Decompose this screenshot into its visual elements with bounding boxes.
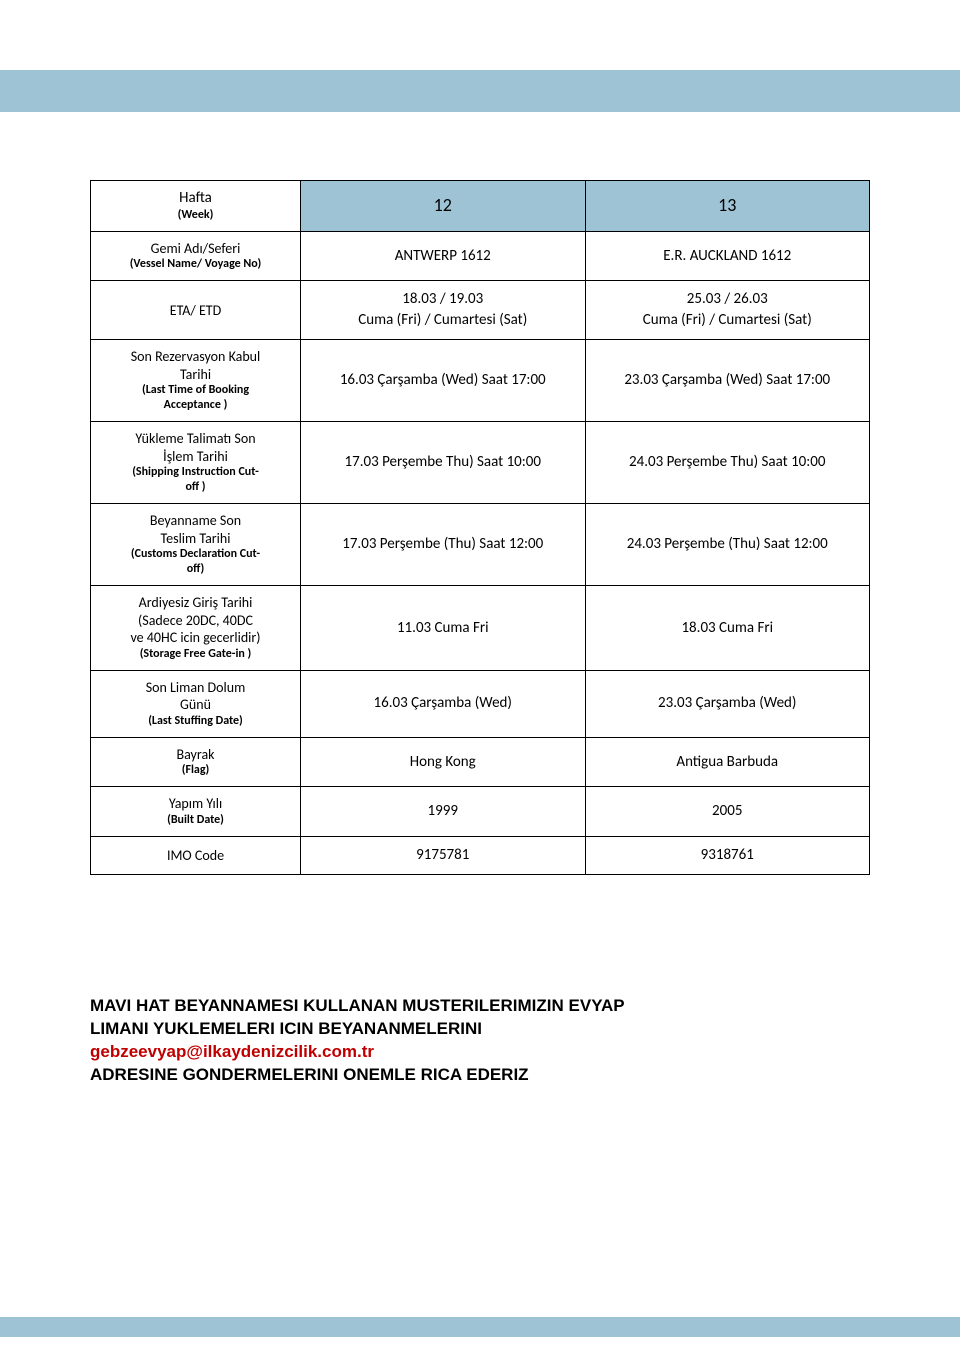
row-label: IMO Code [91, 836, 301, 874]
notice-line-1: MAVI HAT BEYANNAMESI KULLANAN MUSTERILER… [90, 996, 625, 1015]
row-label-sub: (Customs Declaration Cut-off) [97, 547, 294, 577]
data-cell-2: 9318761 [585, 836, 870, 874]
table-row: Son Rezervasyon KabulTarihi(Last Time of… [91, 340, 870, 422]
row-label: Yükleme Talimatı Sonİşlem Tarihi(Shippin… [91, 422, 301, 504]
row-label-main: Bayrak [97, 746, 294, 764]
row-label-main: Gemi Adı/Seferi [97, 240, 294, 258]
data-cell-2: 23.03 Çarşamba (Wed) [585, 670, 870, 737]
data-cell-2: Antigua Barbuda [585, 737, 870, 787]
row-label: Beyanname SonTeslim Tarihi(Customs Decla… [91, 504, 301, 586]
data-cell-1: 11.03 Cuma Fri [301, 586, 586, 671]
table-row: Yapım Yılı(Built Date)19992005 [91, 787, 870, 837]
table-row: Yükleme Talimatı Sonİşlem Tarihi(Shippin… [91, 422, 870, 504]
data-cell-2: 24.03 Perşembe (Thu) Saat 12:00 [585, 504, 870, 586]
table-row: Gemi Adı/Seferi(Vessel Name/ Voyage No)A… [91, 231, 870, 281]
notice-line-3: ADRESINE GONDERMELERINI ONEMLE RICA EDER… [90, 1065, 529, 1084]
top-banner [0, 70, 960, 112]
table-row: Beyanname SonTeslim Tarihi(Customs Decla… [91, 504, 870, 586]
data-cell-1: 12 [301, 181, 586, 232]
row-label-main: IMO Code [97, 847, 294, 865]
data-cell-1: 17.03 Perşembe (Thu) Saat 12:00 [301, 504, 586, 586]
notice-block: MAVI HAT BEYANNAMESI KULLANAN MUSTERILER… [90, 995, 790, 1087]
data-cell-1: 9175781 [301, 836, 586, 874]
page-content: Hafta(Week)1213Gemi Adı/Seferi(Vessel Na… [90, 180, 870, 1087]
row-label: Hafta(Week) [91, 181, 301, 232]
row-label-sub: (Vessel Name/ Voyage No) [97, 257, 294, 272]
row-label-main: ETA/ ETD [97, 302, 294, 320]
row-label: Ardiyesiz Giriş Tarihi(Sadece 20DC, 40DC… [91, 586, 301, 671]
data-cell-1: 16.03 Çarşamba (Wed) Saat 17:00 [301, 340, 586, 422]
row-label-sub: (Last Time of BookingAcceptance ) [97, 383, 294, 413]
table-row: Ardiyesiz Giriş Tarihi(Sadece 20DC, 40DC… [91, 586, 870, 671]
row-label-main: Hafta [97, 189, 294, 208]
row-label-main: Yükleme Talimatı Sonİşlem Tarihi [97, 430, 294, 465]
table-row: IMO Code 91757819318761 [91, 836, 870, 874]
row-label: Son Rezervasyon KabulTarihi(Last Time of… [91, 340, 301, 422]
data-cell-1: Hong Kong [301, 737, 586, 787]
data-cell-1: 1999 [301, 787, 586, 837]
row-label-main: Son Liman DolumGünü [97, 679, 294, 714]
notice-email: gebzeevyap@ilkaydenizcilik.com.tr [90, 1042, 374, 1061]
row-label: Gemi Adı/Seferi(Vessel Name/ Voyage No) [91, 231, 301, 281]
data-cell-1: 17.03 Perşembe Thu) Saat 10:00 [301, 422, 586, 504]
row-label-sub: (Built Date) [97, 813, 294, 828]
row-label: Bayrak(Flag) [91, 737, 301, 787]
row-label-sub: (Storage Free Gate-in ) [97, 647, 294, 662]
notice-line-2: LIMANI YUKLEMELERI ICIN BEYANANMELERINI [90, 1019, 482, 1038]
data-cell-2: 2005 [585, 787, 870, 837]
row-label: Son Liman DolumGünü(Last Stuffing Date) [91, 670, 301, 737]
data-cell-2: 25.03 / 26.03Cuma (Fri) / Cumartesi (Sat… [585, 281, 870, 340]
data-cell-1: 16.03 Çarşamba (Wed) [301, 670, 586, 737]
table-row: Hafta(Week)1213 [91, 181, 870, 232]
table-row: ETA/ ETD 18.03 / 19.03Cuma (Fri) / Cumart… [91, 281, 870, 340]
schedule-table: Hafta(Week)1213Gemi Adı/Seferi(Vessel Na… [90, 180, 870, 875]
row-label-main: Son Rezervasyon KabulTarihi [97, 348, 294, 383]
row-label-main: Yapım Yılı [97, 795, 294, 813]
data-cell-2: 24.03 Perşembe Thu) Saat 10:00 [585, 422, 870, 504]
row-label: ETA/ ETD [91, 281, 301, 340]
data-cell-2: 13 [585, 181, 870, 232]
data-cell-2: 18.03 Cuma Fri [585, 586, 870, 671]
row-label-main: Ardiyesiz Giriş Tarihi(Sadece 20DC, 40DC… [97, 594, 294, 647]
row-label-sub: (Last Stuffing Date) [97, 714, 294, 729]
table-row: Son Liman DolumGünü(Last Stuffing Date)1… [91, 670, 870, 737]
row-label: Yapım Yılı(Built Date) [91, 787, 301, 837]
row-label-sub: (Shipping Instruction Cut-off ) [97, 465, 294, 495]
row-label-main: Beyanname SonTeslim Tarihi [97, 512, 294, 547]
data-cell-2: 23.03 Çarşamba (Wed) Saat 17:00 [585, 340, 870, 422]
data-cell-1: ANTWERP 1612 [301, 231, 586, 281]
row-label-sub: (Flag) [97, 763, 294, 778]
row-label-sub: (Week) [97, 208, 294, 223]
table-row: Bayrak(Flag)Hong KongAntigua Barbuda [91, 737, 870, 787]
data-cell-1: 18.03 / 19.03Cuma (Fri) / Cumartesi (Sat… [301, 281, 586, 340]
data-cell-2: E.R. AUCKLAND 1612 [585, 231, 870, 281]
bottom-banner [0, 1317, 960, 1337]
